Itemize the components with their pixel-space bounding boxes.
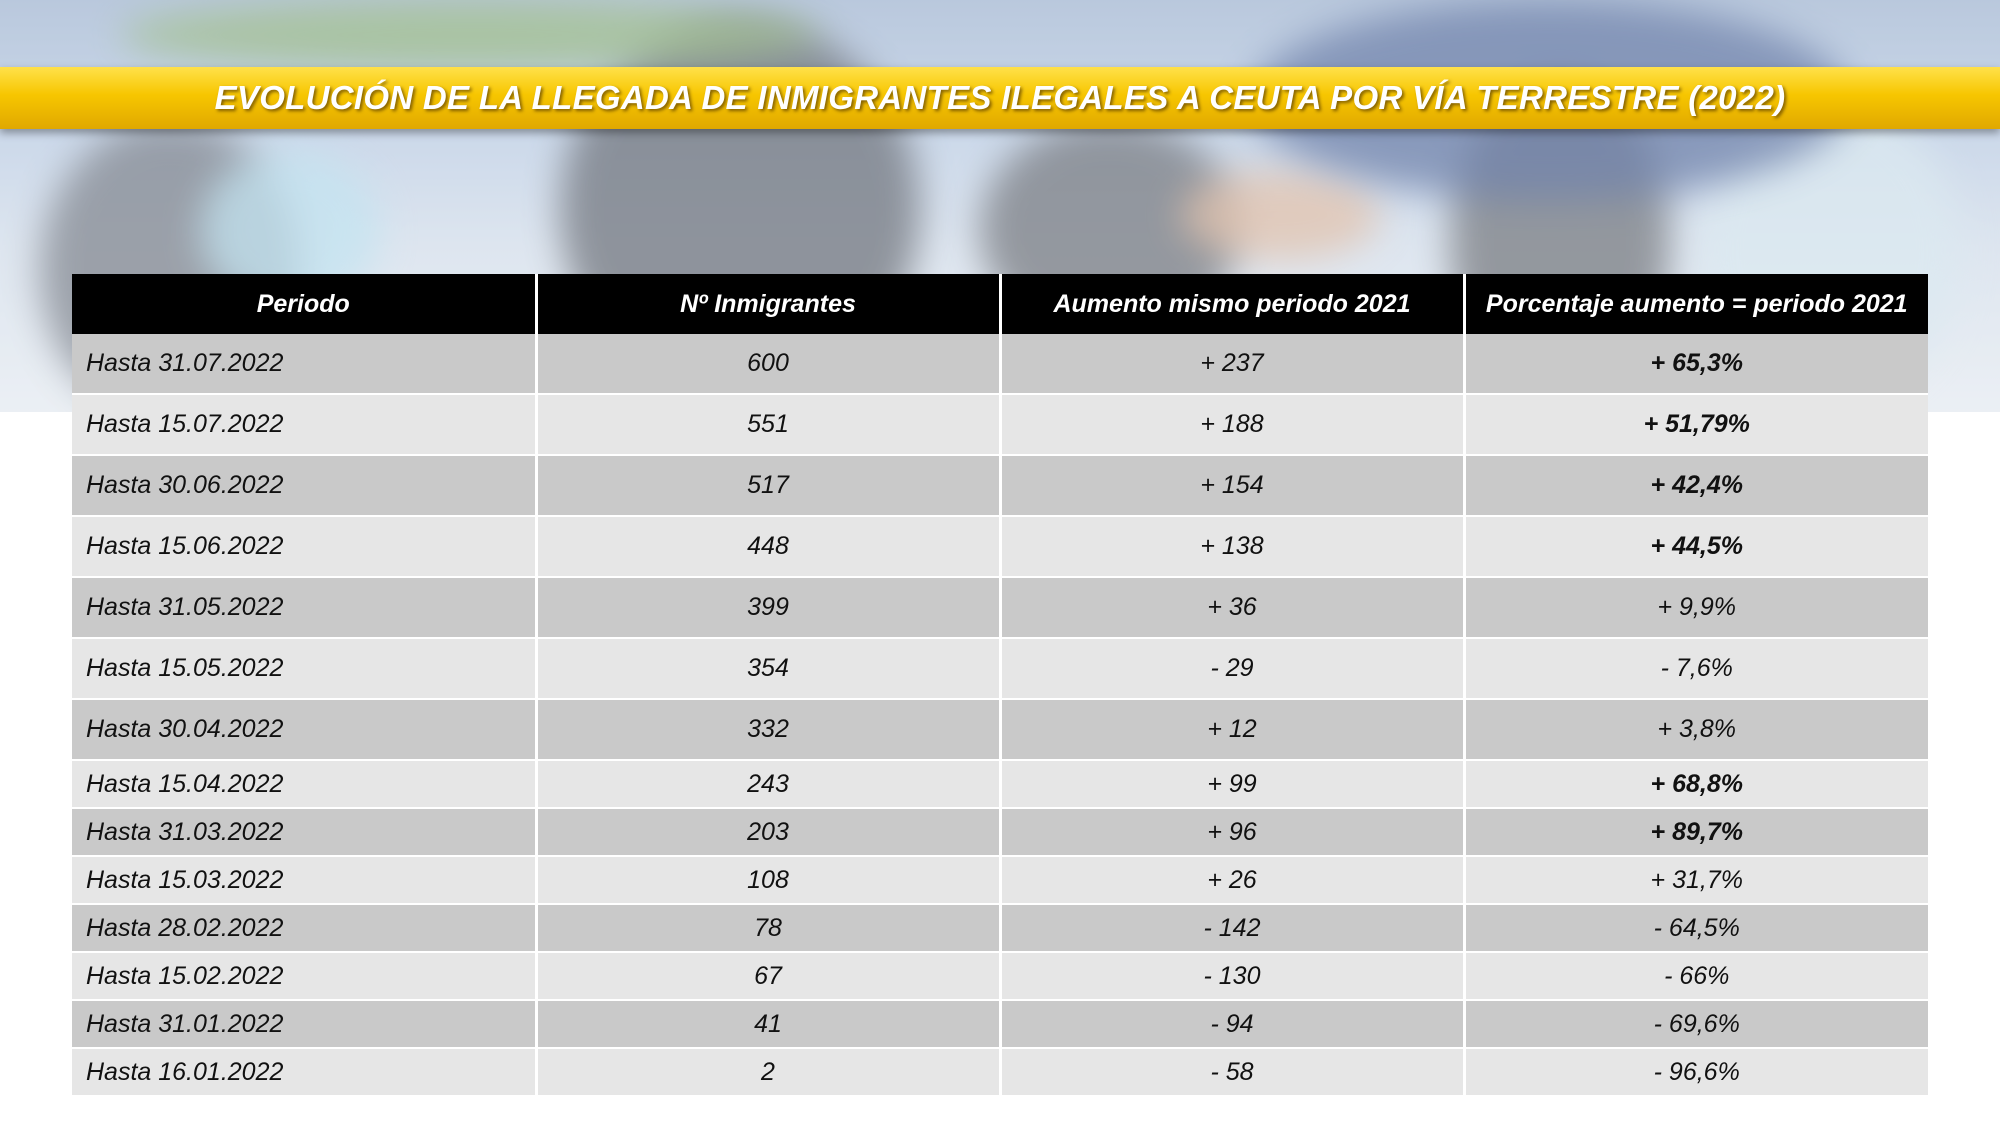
table-row: Hasta 28.02.2022 78- 142- 64,5%: [72, 904, 1928, 953]
table-row: Hasta 15.02.2022 67- 130- 66%: [72, 952, 1928, 1001]
cell-porcentaje: + 44,5%: [1464, 516, 1928, 578]
cell-inmigrantes: 332: [536, 699, 1002, 761]
cell-aumento: + 138: [1000, 516, 1466, 578]
page-title: EVOLUCIÓN DE LA LLEGADA DE INMIGRANTES I…: [214, 79, 1786, 116]
table-row: Hasta 30.04.2022 332 + 12 + 3,8%: [72, 699, 1928, 761]
cell-porcentaje: + 68,8%: [1464, 760, 1928, 809]
column-header: Nº Inmigrantes: [536, 274, 1002, 334]
column-header: Periodo: [72, 274, 538, 334]
cell-porcentaje: - 96,6%: [1464, 1048, 1928, 1097]
table-row: Hasta 16.01.2022 2- 58- 96,6%: [72, 1048, 1928, 1097]
cell-porcentaje: + 42,4%: [1464, 455, 1928, 517]
cell-periodo: Hasta 16.01.2022: [72, 1048, 538, 1097]
cell-inmigrantes: 354: [536, 638, 1002, 700]
cell-periodo: Hasta 15.04.2022: [72, 760, 538, 809]
cell-porcentaje: - 7,6%: [1464, 638, 1928, 700]
title-bar: EVOLUCIÓN DE LA LLEGADA DE INMIGRANTES I…: [0, 67, 2000, 129]
cell-periodo: Hasta 31.03.2022: [72, 808, 538, 857]
cell-porcentaje: + 51,79%: [1464, 394, 1928, 456]
cell-periodo: Hasta 15.03.2022: [72, 856, 538, 905]
cell-periodo: Hasta 15.06.2022: [72, 516, 538, 578]
cell-periodo: Hasta 31.07.2022: [72, 334, 538, 395]
table-row: Hasta 31.07.2022 600 + 237 + 65,3%: [72, 334, 1928, 395]
cell-inmigrantes: 399: [536, 577, 1002, 639]
cell-aumento: + 36: [1000, 577, 1466, 639]
table-row: Hasta 15.05.2022 354- 29- 7,6%: [72, 638, 1928, 700]
cell-periodo: Hasta 30.06.2022: [72, 455, 538, 517]
cell-inmigrantes: 600: [536, 334, 1002, 395]
cell-porcentaje: + 3,8%: [1464, 699, 1928, 761]
cell-periodo: Hasta 30.04.2022: [72, 699, 538, 761]
table-row: Hasta 15.03.2022 108 + 26 + 31,7%: [72, 856, 1928, 905]
table-row: Hasta 31.03.2022 203 + 96 + 89,7%: [72, 808, 1928, 857]
column-header: Aumento mismo periodo 2021: [1000, 274, 1466, 334]
cell-inmigrantes: 2: [536, 1048, 1002, 1097]
cell-periodo: Hasta 31.01.2022: [72, 1000, 538, 1049]
table-row: Hasta 15.04.2022 243 + 99 + 68,8%: [72, 760, 1928, 809]
cell-aumento: + 154: [1000, 455, 1466, 517]
cell-porcentaje: - 66%: [1464, 952, 1928, 1001]
cell-inmigrantes: 448: [536, 516, 1002, 578]
cell-aumento: - 58: [1000, 1048, 1466, 1097]
cell-aumento: - 142: [1000, 904, 1466, 953]
cell-periodo: Hasta 31.05.2022: [72, 577, 538, 639]
cell-porcentaje: + 9,9%: [1464, 577, 1928, 639]
cell-inmigrantes: 243: [536, 760, 1002, 809]
cell-inmigrantes: 108: [536, 856, 1002, 905]
cell-inmigrantes: 78: [536, 904, 1002, 953]
cell-inmigrantes: 67: [536, 952, 1002, 1001]
table-body: Hasta 31.07.2022 600 + 237 + 65,3% Hasta 15.…: [72, 334, 1928, 1097]
cell-aumento: + 26: [1000, 856, 1466, 905]
cell-aumento: + 188: [1000, 394, 1466, 456]
cell-porcentaje: + 89,7%: [1464, 808, 1928, 857]
cell-periodo: Hasta 15.05.2022: [72, 638, 538, 700]
cell-aumento: - 94: [1000, 1000, 1466, 1049]
data-table: Periodo Nº Inmigrantes Aumento mismo per…: [72, 274, 1928, 1097]
cell-periodo: Hasta 15.02.2022: [72, 952, 538, 1001]
cell-porcentaje: - 64,5%: [1464, 904, 1928, 953]
table-row: Hasta 15.07.2022 551 + 188 + 51,79%: [72, 394, 1928, 456]
cell-periodo: Hasta 28.02.2022: [72, 904, 538, 953]
table-row: Hasta 31.05.2022 399 + 36 + 9,9%: [72, 577, 1928, 639]
cell-aumento: - 130: [1000, 952, 1466, 1001]
table-row: Hasta 31.01.2022 41- 94- 69,6%: [72, 1000, 1928, 1049]
table-row: Hasta 30.06.2022 517 + 154 + 42,4%: [72, 455, 1928, 517]
cell-inmigrantes: 517: [536, 455, 1002, 517]
cell-inmigrantes: 551: [536, 394, 1002, 456]
cell-periodo: Hasta 15.07.2022: [72, 394, 538, 456]
cell-porcentaje: + 65,3%: [1464, 334, 1928, 395]
cell-aumento: - 29: [1000, 638, 1466, 700]
cell-aumento: + 12: [1000, 699, 1466, 761]
cell-porcentaje: - 69,6%: [1464, 1000, 1928, 1049]
cell-aumento: + 96: [1000, 808, 1466, 857]
table-row: Hasta 15.06.2022 448 + 138 + 44,5%: [72, 516, 1928, 578]
cell-porcentaje: + 31,7%: [1464, 856, 1928, 905]
cell-inmigrantes: 203: [536, 808, 1002, 857]
cell-aumento: + 237: [1000, 334, 1466, 395]
column-header: Porcentaje aumento = periodo 2021: [1464, 274, 1928, 334]
cell-aumento: + 99: [1000, 760, 1466, 809]
table-header-row: Periodo Nº Inmigrantes Aumento mismo per…: [72, 274, 1928, 334]
cell-inmigrantes: 41: [536, 1000, 1002, 1049]
